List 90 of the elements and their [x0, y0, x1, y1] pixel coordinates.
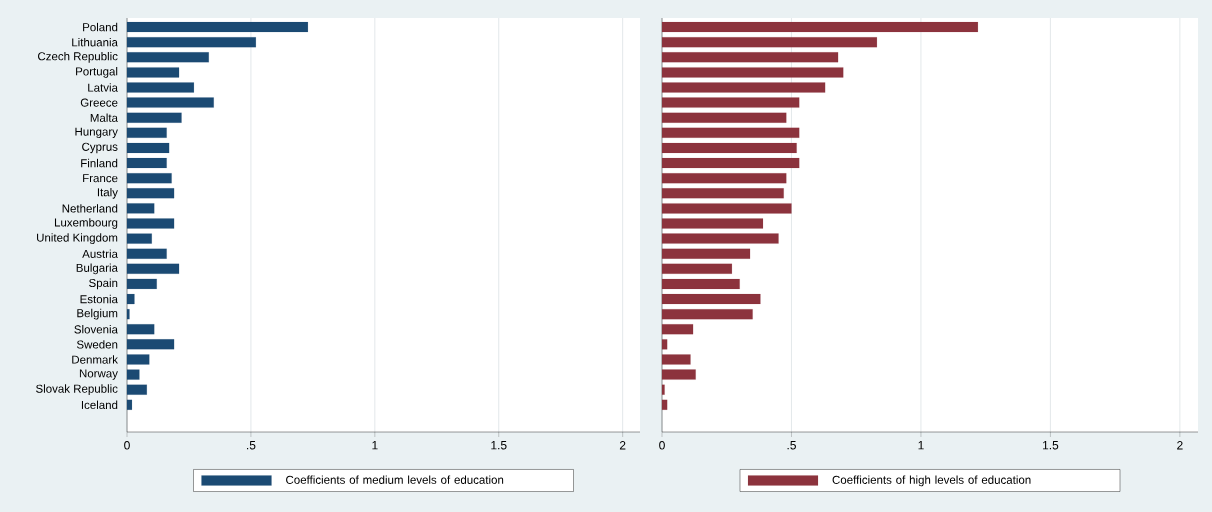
y-tick-label: Greece — [80, 98, 118, 107]
bar — [126, 278, 157, 289]
x-tick-label: 1 — [918, 441, 924, 450]
bar — [126, 158, 167, 169]
bar — [126, 37, 256, 48]
y-tick-label: Iceland — [81, 400, 118, 410]
y-tick-label: Sweden — [76, 340, 118, 349]
bar — [126, 309, 130, 320]
bar — [661, 97, 800, 108]
y-tick-label: Estonia — [80, 294, 118, 304]
y-tick-label: Belgium — [77, 308, 118, 320]
bar — [661, 233, 779, 244]
y-tick-label: Poland — [83, 22, 118, 32]
bar — [126, 384, 147, 395]
y-tick-label: Luxembourg — [54, 218, 118, 229]
bar — [661, 309, 753, 320]
text: Coefficients of medium levels of education — [286, 475, 504, 484]
bar — [126, 233, 152, 244]
y-tick-label: France — [83, 174, 118, 183]
bar — [126, 82, 194, 93]
bar — [126, 293, 135, 305]
bar — [661, 82, 826, 93]
bar — [126, 127, 167, 138]
bar — [126, 173, 172, 184]
bar — [126, 203, 155, 214]
bar — [126, 142, 170, 154]
bar — [661, 173, 787, 184]
bar — [661, 112, 787, 123]
x-tick-label: .5 — [247, 441, 256, 450]
text: Coefficients of high levels of education — [832, 475, 1031, 487]
bar — [661, 354, 691, 365]
y-tick-label: Denmark — [72, 355, 118, 364]
x-tick-label: 2 — [619, 441, 626, 450]
bar — [661, 263, 732, 274]
bar — [126, 248, 167, 259]
bar — [661, 158, 800, 169]
bar — [126, 218, 175, 229]
y-tick-label: Slovak Republic — [36, 384, 118, 396]
bar — [126, 263, 180, 274]
bar — [661, 339, 668, 350]
bar — [661, 369, 696, 380]
y-tick-label: Lithuania — [72, 37, 118, 47]
y-tick-label: Spain — [89, 278, 118, 290]
x-tick-label: 1.5 — [1042, 441, 1059, 450]
bar — [661, 399, 668, 410]
y-tick-label: Italy — [97, 187, 118, 199]
x-tick-label: 1.5 — [491, 441, 507, 450]
x-tick-label: 0 — [659, 441, 665, 450]
bar — [126, 399, 133, 410]
x-tick-label: .5 — [787, 441, 796, 450]
y-tick-label: Latvia — [88, 83, 118, 92]
bar — [661, 293, 761, 305]
bar — [661, 37, 877, 48]
bar — [126, 67, 180, 78]
y-tick-label: Malta — [90, 113, 118, 122]
bar — [661, 324, 694, 335]
bar — [661, 52, 839, 63]
bar — [126, 52, 209, 63]
bar — [661, 203, 792, 214]
y-tick-label: Cyprus — [82, 142, 118, 154]
y-tick-label: Netherland — [62, 204, 118, 213]
bar — [661, 278, 740, 289]
bar — [661, 248, 751, 259]
bar — [126, 188, 175, 199]
y-tick-label: United Kingdom — [37, 233, 118, 244]
bar — [126, 369, 140, 380]
y-tick-label: Norway — [79, 369, 118, 380]
bar — [126, 324, 155, 335]
bar — [661, 142, 797, 154]
bar — [126, 22, 308, 33]
y-tick-label: Slovenia — [74, 325, 118, 334]
bar — [661, 127, 800, 138]
y-tick-label: Finland — [81, 158, 118, 168]
y-tick-label: Czech Republic — [38, 51, 118, 63]
y-tick-label: Portugal — [76, 67, 118, 78]
bar — [661, 188, 784, 199]
bar — [661, 384, 665, 395]
bar — [126, 112, 182, 123]
bar — [661, 22, 978, 33]
y-tick-label: Hungary — [75, 127, 118, 138]
bar — [126, 354, 150, 365]
x-tick-label: 0 — [124, 441, 130, 450]
x-tick-label: 2 — [1177, 441, 1183, 450]
y-tick-label: Austria — [82, 249, 118, 258]
x-tick-label: 1 — [372, 441, 378, 450]
y-tick-label: Bulgaria — [76, 263, 118, 275]
bar — [126, 339, 175, 350]
bar — [661, 218, 764, 229]
bar — [661, 67, 844, 78]
bar — [126, 97, 214, 108]
